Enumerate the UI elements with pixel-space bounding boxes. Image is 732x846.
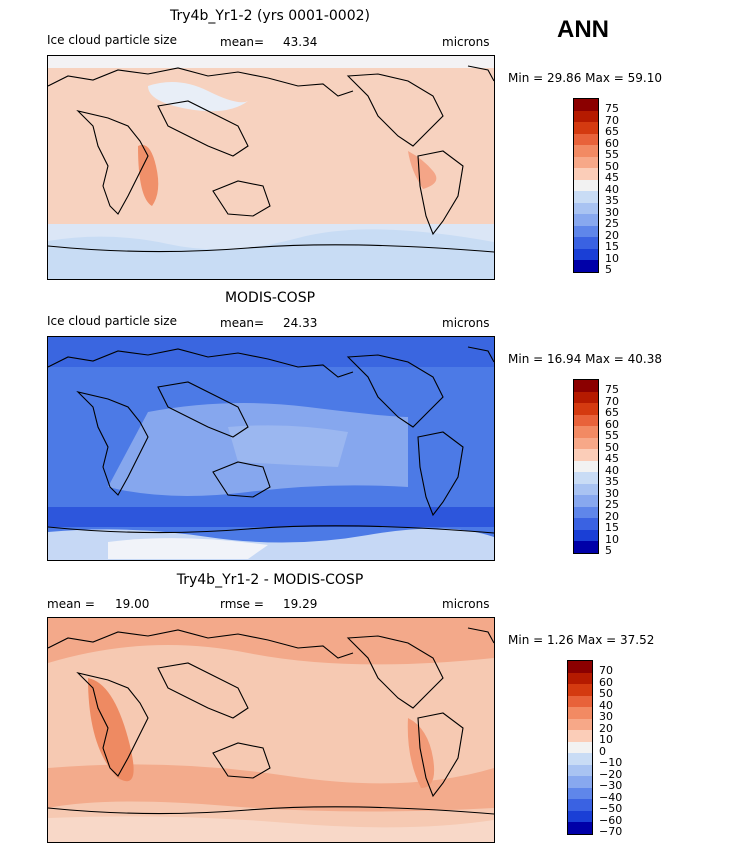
panel1-units: microns — [442, 35, 490, 49]
colorbar-tick: 55 — [605, 429, 619, 442]
colorbar-tick: 20 — [599, 722, 613, 735]
panel3-mean-label: mean = — [47, 597, 95, 611]
colorbar-tick: 10 — [605, 533, 619, 546]
colorbar-tick: −50 — [599, 802, 623, 815]
colorbar-tick: 50 — [599, 687, 613, 700]
colorbar-tick: −10 — [599, 756, 623, 769]
colorbar-tick: 40 — [605, 183, 619, 196]
warm-patch — [138, 144, 159, 206]
panel3-rmse-label: rmse = — [220, 597, 264, 611]
panel3-map — [47, 617, 495, 843]
panel1-mean-label: mean= — [220, 35, 265, 49]
colorbar-tick: 30 — [605, 487, 619, 500]
colorbar-tick: 65 — [605, 406, 619, 419]
panel1-colorbar-box — [573, 98, 599, 273]
colorbar-tick: 15 — [605, 521, 619, 534]
arctic-band — [48, 56, 494, 68]
colorbar-tick: 60 — [605, 137, 619, 150]
colorbar-tick: 35 — [605, 475, 619, 488]
panel2-map — [47, 336, 495, 561]
panel2-variable-label: Ice cloud particle size — [47, 314, 177, 328]
panel2-min-max: Min = 16.94 Max = 40.38 — [508, 352, 662, 366]
colorbar-tick: −70 — [599, 825, 623, 838]
colorbar-tick: 25 — [605, 498, 619, 511]
coastlines — [48, 65, 494, 253]
colorbar-tick: 20 — [605, 510, 619, 523]
panel3-rmse-value: 19.29 — [283, 597, 318, 611]
panel2-units: microns — [442, 316, 490, 330]
tropical-core — [228, 425, 348, 467]
panel2-mean-label: mean= — [220, 316, 265, 330]
colorbar-tick: 30 — [599, 710, 613, 723]
colorbar-tick: 70 — [605, 114, 619, 127]
panel3-mean-value: 19.00 — [115, 597, 150, 611]
colorbar-tick: 50 — [605, 441, 619, 454]
panel1-title: Try4b_Yr1-2 (yrs 0001-0002) — [170, 8, 370, 24]
panel3-title: Try4b_Yr1-2 - MODIS-COSP — [176, 572, 364, 588]
colorbar-tick: 65 — [605, 125, 619, 138]
colorbar-tick: 30 — [605, 206, 619, 219]
colorbar-tick: 15 — [605, 240, 619, 253]
panel3-min-max: Min = 1.26 Max = 37.52 — [508, 633, 655, 647]
colorbar-tick: 10 — [599, 733, 613, 746]
cool-patch — [148, 82, 248, 112]
panel1-variable-label: Ice cloud particle size — [47, 33, 177, 47]
colorbar-tick: 20 — [605, 229, 619, 242]
panel2-title: MODIS-COSP — [224, 290, 316, 306]
colorbar-tick: 70 — [605, 395, 619, 408]
antarctic-light — [108, 538, 268, 559]
panel3-colorbar: 70 60 50 40 30 20 10 0 −10 −20 −30 −40 −… — [567, 660, 622, 838]
panel3-colorbar-box — [567, 660, 593, 835]
colorbar-tick: 10 — [605, 252, 619, 265]
season-label: ANN — [557, 16, 609, 43]
panel3-units: microns — [442, 597, 490, 611]
colorbar-tick: −20 — [599, 768, 623, 781]
panel1-mean-value: 43.34 — [283, 35, 318, 49]
colorbar-tick: 60 — [599, 676, 613, 689]
colorbar-tick: −30 — [599, 779, 623, 792]
colorbar-tick: −60 — [599, 814, 623, 827]
panel2-colorbar: 75 70 65 60 55 50 45 40 35 30 25 20 15 1… — [573, 379, 619, 557]
colorbar-tick: 50 — [605, 160, 619, 173]
colorbar-tick: 70 — [599, 664, 613, 677]
panel3-map-svg — [48, 618, 494, 842]
coastlines — [48, 627, 494, 815]
colorbar-tick: 5 — [605, 263, 612, 276]
warm-patch-2 — [408, 151, 437, 189]
panel1-map — [47, 55, 495, 280]
panel1-map-svg — [48, 56, 494, 279]
panel2-map-svg — [48, 337, 494, 560]
coastlines — [48, 346, 494, 534]
colorbar-tick: 45 — [605, 452, 619, 465]
antarctic-shade — [48, 229, 494, 279]
colorbar-tick: −40 — [599, 791, 623, 804]
colorbar-tick: 60 — [605, 418, 619, 431]
panel1-colorbar: 75 70 65 60 55 50 45 40 35 30 25 20 15 1… — [573, 98, 619, 276]
panel2-colorbar-box — [573, 379, 599, 554]
warm-patch — [88, 678, 134, 782]
panel1-min-max: Min = 29.86 Max = 59.10 — [508, 71, 662, 85]
colorbar-tick: 75 — [605, 383, 619, 396]
colorbar-tick: 35 — [605, 194, 619, 207]
colorbar-tick: 75 — [605, 102, 619, 115]
colorbar-tick: 40 — [599, 699, 613, 712]
panel2-mean-value: 24.33 — [283, 316, 318, 330]
colorbar-tick: 25 — [605, 217, 619, 230]
warm-band-south — [48, 764, 494, 812]
antarctic-shade — [48, 816, 494, 842]
colorbar-tick: 5 — [605, 544, 612, 557]
colorbar-tick: 0 — [599, 745, 606, 758]
colorbar-tick: 40 — [605, 464, 619, 477]
colorbar-tick: 55 — [605, 148, 619, 161]
colorbar-tick: 45 — [605, 171, 619, 184]
